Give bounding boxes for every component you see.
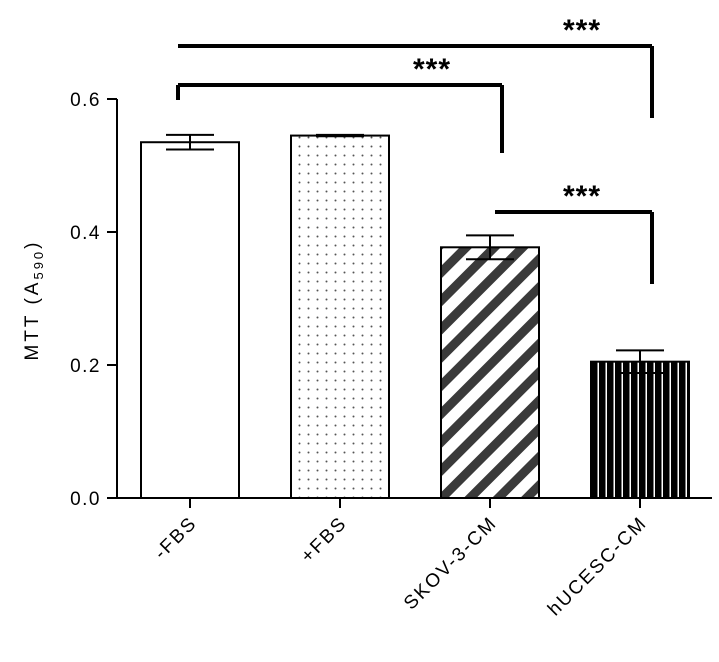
significance-brackets: *** *** *** — [176, 14, 654, 284]
bar-fbs — [140, 141, 240, 499]
significance-label: *** — [563, 180, 601, 213]
bar-fbs — [290, 134, 390, 499]
bar-skov-3-cm — [440, 246, 540, 499]
y-tick-label: 0.2 — [70, 356, 101, 377]
significance-label: *** — [413, 53, 451, 86]
x-tick-label: SKOV-3-CM — [400, 513, 501, 614]
x-tick-label: -FBS — [150, 513, 201, 564]
y-axis-title: MTT (A590) — [22, 239, 46, 360]
bars — [140, 133, 690, 508]
y-tick-label: 0.6 — [70, 90, 101, 111]
y-ticks: 0.0 0.2 0.4 0.6 — [70, 90, 117, 510]
x-tick-label: hUCESC-CM — [544, 513, 651, 620]
y-axis-title-subscript: 590 — [31, 249, 46, 280]
x-tick-labels: -FBS +FBS SKOV-3-CM hUCESC-CM — [150, 513, 651, 620]
y-tick-label: 0.0 — [70, 489, 101, 510]
y-tick-label: 0.4 — [70, 223, 101, 244]
bar-hucesc-cm — [590, 360, 690, 499]
y-axis-title-main: MTT (A — [22, 280, 43, 361]
x-tick-label: +FBS — [297, 513, 351, 567]
significance-label: *** — [563, 14, 601, 47]
y-axis-title-close: ) — [22, 239, 43, 248]
